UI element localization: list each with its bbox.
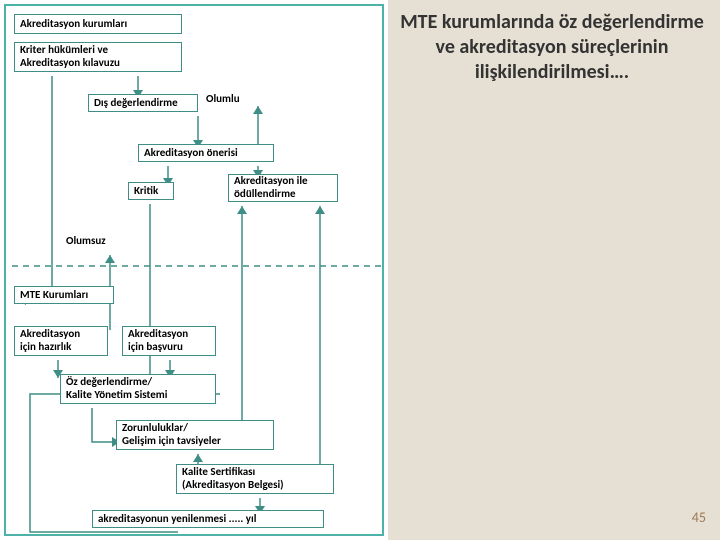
slide: MTE kurumlarında öz değerlendirme ve akr…: [0, 0, 720, 540]
node-basvuru: Akreditasyon için başvuru: [122, 326, 216, 356]
slide-heading: MTE kurumlarında öz değerlendirme ve akr…: [392, 10, 712, 85]
node-dis_degerlendirme: Dış değerlendirme: [88, 94, 198, 112]
label-olumsuz: Olumsuz: [66, 234, 106, 247]
node-sertifika: Kalite Sertifikası (Akreditasyon Belgesi…: [176, 464, 334, 494]
node-akr_kurumlari: Akreditasyon kurumları: [14, 14, 182, 34]
label-olumlu: Olumlu: [206, 92, 240, 105]
arrow-layer: [10, 10, 390, 540]
node-kriter_kilavuz: Kriter hükümleri ve Akreditasyon kılavuz…: [14, 42, 182, 72]
node-akr_onerisi: Akreditasyon önerisi: [138, 144, 274, 162]
node-oz_degerlendirme: Öz değerlendirme/ Kalite Yönetim Sistemi: [60, 374, 216, 404]
node-zorunluluklar: Zorunluluklar/ Gelişim için tavsiyeler: [116, 420, 274, 450]
node-yenileme: akreditasyonun yenilenmesi ..... yıl: [92, 510, 324, 528]
node-kritik: Kritik: [128, 182, 174, 200]
node-odullendirme: Akreditasyon ile ödüllendirme: [228, 174, 338, 202]
diagram-frame: Akreditasyon kurumları Kriter hükümleri v…: [4, 4, 384, 536]
node-hazirlik: Akreditasyon için hazırlık: [14, 326, 108, 356]
node-mte_kurumlari: MTE Kurumları: [14, 286, 114, 304]
page-number: 45: [692, 509, 706, 526]
